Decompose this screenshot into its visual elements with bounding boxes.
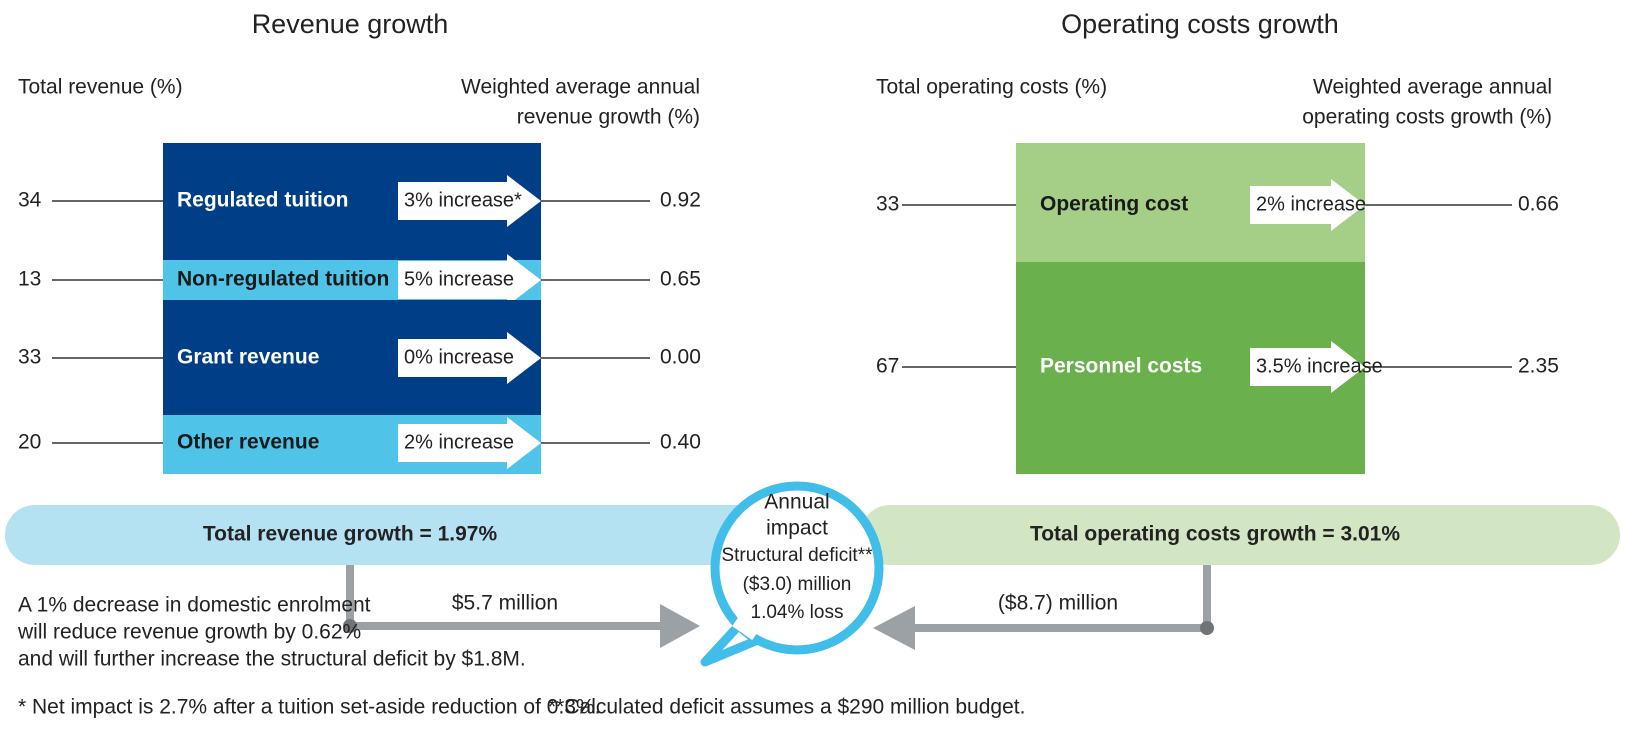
row-name: Grant revenue: [177, 346, 319, 369]
share: 33: [876, 193, 899, 216]
footnote: **Calculated deficit assumes a $290 mill…: [548, 696, 1025, 719]
row-name: Personnel costs: [1040, 355, 1202, 378]
growth: 0.92: [660, 189, 701, 212]
impact-text: impact: [766, 517, 828, 540]
arrowhead: [873, 606, 915, 650]
change: 3.5% increase: [1256, 355, 1383, 377]
bubble-joint: [732, 617, 758, 641]
arrow: [398, 254, 541, 306]
impact-bubble: [710, 481, 884, 655]
change: 3% increase*: [404, 189, 522, 211]
row-name: Regulated tuition: [177, 189, 349, 212]
revenue-right-label: Weighted average annual: [461, 76, 700, 99]
growth: 0.66: [1518, 193, 1559, 216]
connector-dot: [343, 619, 357, 633]
costs-title: Operating costs growth: [1061, 9, 1339, 39]
change: 2% increase: [1256, 193, 1366, 215]
connector-dot: [1200, 621, 1214, 635]
share: 20: [18, 431, 41, 454]
revenue-total-band: [5, 505, 765, 565]
impact-text: 1.04% loss: [751, 602, 844, 623]
growth: 0.40: [660, 431, 701, 454]
growth: 0.65: [660, 268, 701, 291]
revenue-right-label: revenue growth (%): [517, 106, 700, 129]
change: 5% increase: [404, 268, 514, 290]
note: will reduce revenue growth by 0.62%: [17, 621, 361, 644]
arrowhead: [660, 604, 700, 648]
row-name: Operating cost: [1040, 193, 1188, 216]
note: and will further increase the structural…: [18, 648, 526, 671]
costs-right-label: Weighted average annual: [1313, 76, 1552, 99]
arrow: [398, 417, 541, 469]
footnote: * Net impact is 2.7% after a tuition set…: [18, 696, 600, 719]
arrow: [1250, 179, 1365, 231]
row-name: Other revenue: [177, 431, 319, 454]
revenue-left-label: Total revenue (%): [18, 76, 183, 99]
costs-right-label: operating costs growth (%): [1302, 106, 1552, 129]
revenue-amount: $5.7 million: [452, 592, 558, 615]
growth: 0.00: [660, 346, 701, 369]
row-name: Non-regulated tuition: [177, 268, 389, 291]
change: 0% increase: [404, 346, 514, 368]
arrow: [398, 332, 541, 384]
revenue-total: Total revenue growth = 1.97%: [203, 523, 498, 546]
impact-text: Structural deficit**: [721, 545, 873, 566]
note: A 1% decrease in domestic enrolment: [18, 594, 371, 617]
costs-total-band: [860, 505, 1620, 565]
share: 34: [18, 189, 42, 212]
share: 67: [876, 355, 899, 378]
costs-left-label: Total operating costs (%): [876, 76, 1107, 99]
arrow: [398, 175, 541, 227]
arrow: [1250, 341, 1365, 393]
revenue-title: Revenue growth: [252, 9, 449, 39]
share: 33: [18, 346, 41, 369]
costs-amount: ($8.7) million: [998, 592, 1118, 615]
impact-text: Annual: [764, 491, 829, 514]
impact-text: ($3.0) million: [743, 574, 852, 595]
change: 2% increase: [404, 431, 514, 453]
share: 13: [18, 268, 41, 291]
growth: 2.35: [1518, 355, 1559, 378]
costs-total: Total operating costs growth = 3.01%: [1030, 523, 1400, 546]
